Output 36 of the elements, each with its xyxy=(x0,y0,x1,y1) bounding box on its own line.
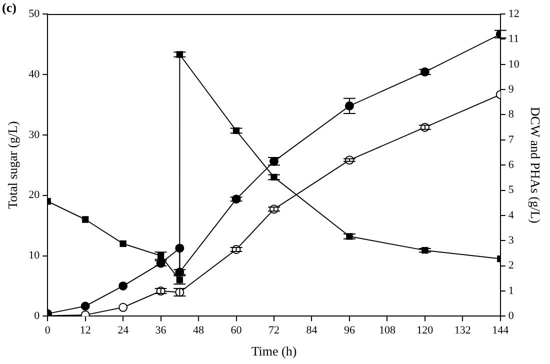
y-tick-label: 20 xyxy=(28,189,40,202)
x-tick-label: 132 xyxy=(454,324,471,337)
x-tick-label: 144 xyxy=(492,324,510,337)
y-tick-label: 40 xyxy=(28,68,40,80)
x-tick-label: 60 xyxy=(230,324,242,337)
y2-tick-label: 10 xyxy=(508,58,520,70)
y-axis-title: Total sugar (g/L) xyxy=(5,121,20,210)
x-tick-label: 0 xyxy=(44,324,51,337)
y2-tick-label: 0 xyxy=(508,310,514,322)
x-tick-label: 120 xyxy=(416,324,434,337)
y2-tick-label: 6 xyxy=(508,158,514,171)
y-tick-label: 0 xyxy=(34,310,40,322)
y-tick-label: 30 xyxy=(28,128,40,141)
y2-tick-label: 11 xyxy=(508,33,519,46)
y2-tick-label: 2 xyxy=(508,260,514,272)
x-tick-label: 108 xyxy=(378,324,396,337)
y-tick-label: 10 xyxy=(28,250,40,262)
y-tick-label: 50 xyxy=(28,8,40,20)
x-tick-label: 72 xyxy=(268,324,280,337)
x-tick-label: 96 xyxy=(344,324,356,337)
chart-title: (c) xyxy=(2,0,16,15)
y2-tick-label: 9 xyxy=(508,83,514,96)
x-tick-label: 24 xyxy=(118,324,130,337)
y2-tick-label: 5 xyxy=(508,184,514,196)
y2-axis-title: DCW and PHAs (g/L) xyxy=(528,106,543,224)
x-axis-title: Time (h) xyxy=(251,344,297,359)
x-tick-label: 48 xyxy=(193,324,205,337)
x-tick-label: 12 xyxy=(80,324,91,337)
x-tick-label: 84 xyxy=(306,324,318,337)
y2-tick-label: 3 xyxy=(508,234,514,247)
y2-tick-label: 8 xyxy=(508,108,514,121)
x-tick-label: 36 xyxy=(155,324,167,337)
y2-tick-label: 12 xyxy=(508,8,520,20)
y2-tick-label: 4 xyxy=(508,209,514,222)
y2-tick-label: 7 xyxy=(508,134,514,146)
y2-tick-label: 1 xyxy=(508,284,514,297)
